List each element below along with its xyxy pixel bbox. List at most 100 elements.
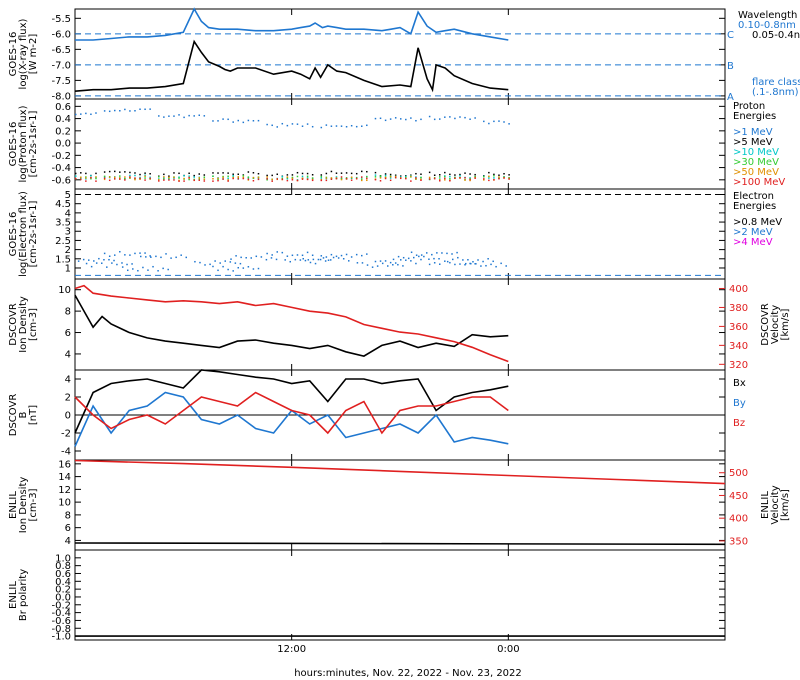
data-point-2mev	[255, 255, 258, 258]
panel-enlil_polarity	[74, 549, 726, 641]
panel-proton	[74, 98, 726, 190]
data-point-2mev	[374, 260, 377, 263]
data-point-100mev	[439, 180, 441, 182]
data-point-2mev	[275, 258, 278, 261]
data-point-100mev	[85, 180, 87, 182]
data-point-50mev	[237, 176, 239, 178]
data-point-5mev	[80, 172, 82, 174]
data-point-100mev	[103, 177, 106, 179]
data-point-30mev	[212, 175, 214, 177]
data-point-30mev	[454, 176, 456, 179]
data-point-2mev	[400, 259, 402, 261]
y-right-tick-label: 400	[729, 514, 748, 525]
flare-class-label: B	[727, 61, 734, 72]
data-point-10mev	[75, 175, 77, 177]
data-point-2mev	[108, 255, 111, 258]
legend-entry: >2 MeV	[733, 227, 773, 238]
data-point-100mev	[257, 178, 260, 181]
data-point-100mev	[158, 180, 160, 182]
data-point-2mev	[487, 258, 489, 260]
data-point-1mev	[374, 117, 377, 120]
y-axis-label: log(X-ray flux)	[18, 18, 29, 89]
data-point-50mev	[173, 176, 175, 179]
data-point-2mev	[304, 259, 307, 262]
data-point-1mev	[281, 122, 284, 125]
data-point-2mev	[126, 263, 128, 266]
data-point-100mev	[415, 177, 417, 179]
data-point-1mev	[163, 116, 165, 118]
data-point-1mev	[227, 118, 229, 121]
data-point-30mev	[247, 176, 250, 178]
y-tick-label: 16	[58, 459, 71, 470]
y-tick-label: 10	[58, 498, 71, 509]
data-point-2mev	[312, 258, 315, 261]
legend-entry: >50 MeV	[733, 167, 779, 178]
data-point-2mev	[144, 252, 146, 254]
data-point-2mev	[366, 264, 369, 266]
y-tick-label: 1.0	[55, 553, 71, 564]
legend-entry: >10 MeV	[733, 147, 779, 158]
data-point-5mev	[217, 172, 219, 174]
legend-title: Energies	[733, 201, 776, 212]
y-axis-label: Br polarity	[18, 569, 29, 621]
data-point-100mev	[345, 177, 348, 180]
legend-entry: Bz	[733, 418, 745, 429]
data-point-2mev	[459, 263, 461, 265]
data-point-2mev	[217, 269, 219, 272]
y-tick-label: 4.5	[55, 199, 71, 210]
data-point-100mev	[464, 177, 466, 179]
data-point-50mev	[498, 176, 500, 178]
legend-entry: >30 MeV	[733, 157, 779, 168]
data-point-2mev	[106, 266, 108, 268]
data-point-2mev	[366, 253, 368, 255]
data-point-2mev	[294, 258, 297, 261]
data-point-50mev	[252, 176, 255, 179]
y-tick-label: -0.8	[51, 624, 71, 635]
data-point-2mev	[456, 251, 458, 254]
data-point-1mev	[217, 120, 219, 122]
data-point-30mev	[320, 175, 323, 178]
data-point-50mev	[394, 175, 397, 178]
data-point-50mev	[108, 176, 111, 178]
data-point-2mev	[327, 259, 330, 261]
data-point-2mev	[322, 257, 325, 259]
data-point-5mev	[469, 173, 471, 175]
legend-entry: Bx	[733, 378, 746, 389]
data-point-1mev	[252, 120, 255, 122]
data-point-2mev	[402, 256, 405, 259]
data-point-100mev	[474, 177, 476, 179]
data-point-2mev	[470, 262, 472, 265]
data-point-5mev	[139, 173, 141, 176]
data-point-10mev	[173, 177, 175, 179]
data-point-30mev	[222, 175, 224, 178]
data-point-1mev	[508, 123, 510, 125]
data-point-1mev	[237, 119, 239, 122]
data-point-2mev	[397, 263, 399, 266]
data-point-100mev	[168, 179, 170, 181]
data-point-100mev	[227, 180, 229, 182]
y-tick-label: -0.2	[51, 600, 71, 611]
data-point-2mev	[113, 259, 115, 262]
data-point-5mev	[428, 171, 431, 174]
data-point-2mev	[155, 255, 157, 258]
panel-frame	[74, 459, 726, 551]
y-right-axis-label: [km/s]	[780, 308, 791, 340]
data-point-100mev	[188, 177, 190, 179]
data-point-30mev	[281, 177, 284, 180]
data-point-1mev	[149, 108, 151, 110]
y-axis-label: GOES-16	[8, 32, 19, 77]
data-point-2mev	[472, 260, 474, 263]
data-point-2mev	[119, 250, 121, 253]
data-point-1mev	[124, 108, 126, 111]
data-point-2mev	[320, 255, 323, 257]
data-point-2mev	[345, 253, 348, 256]
y-tick-label: 0.2	[55, 585, 71, 596]
data-point-50mev	[119, 177, 121, 179]
data-point-100mev	[449, 179, 451, 182]
data-point-2mev	[289, 260, 291, 263]
data-point-1mev	[474, 117, 476, 119]
flare-class-label: A	[727, 92, 734, 103]
data-point-1mev	[449, 116, 451, 118]
x-tick-label: 0:00	[497, 644, 519, 655]
data-point-30mev	[503, 176, 505, 178]
